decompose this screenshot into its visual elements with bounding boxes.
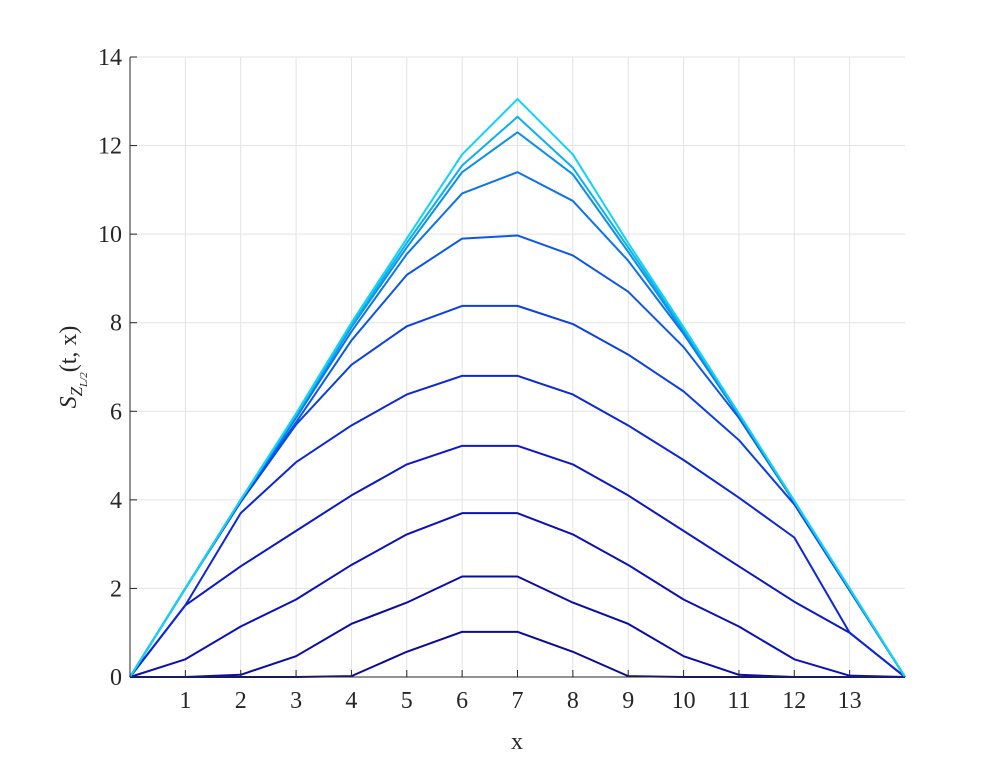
y-label-main: S [56, 396, 82, 408]
grid [130, 56, 905, 678]
x-tick-label: 9 [622, 688, 634, 714]
series-line [129, 512, 906, 678]
series-line [129, 374, 906, 678]
x-tick-label: 8 [567, 688, 579, 714]
lines [129, 98, 906, 678]
y-label-rest: (t, x) [56, 326, 82, 373]
x-tick-label: 10 [672, 688, 696, 714]
series-line [129, 304, 906, 678]
x-tick-label: 13 [838, 688, 862, 714]
series-line [129, 444, 906, 678]
x-tick-label: 11 [727, 688, 750, 714]
y-label-sub: Z [67, 386, 86, 396]
y-tick-label: 6 [110, 399, 122, 425]
x-tick-label: 2 [235, 688, 247, 714]
x-tick-label: 5 [401, 688, 413, 714]
y-tick-label: 4 [110, 488, 122, 514]
x-tick-label: 12 [782, 688, 806, 714]
y-label-subsub: L/2 [78, 372, 90, 388]
x-tick-label: 3 [290, 688, 302, 714]
x-axis-label: x [511, 729, 523, 755]
x-tick-label: 4 [345, 688, 357, 714]
y-tick-label: 10 [98, 222, 122, 248]
x-tick-label: 7 [512, 688, 524, 714]
y-tick-label: 12 [98, 134, 122, 160]
series-line [130, 575, 905, 678]
series-line [129, 98, 906, 678]
y-axis-label: SZL/2(t, x) [56, 326, 90, 409]
x-tick-label: 1 [179, 688, 191, 714]
y-tick-label: 14 [98, 45, 122, 71]
x-tick-label: 6 [456, 688, 468, 714]
y-tick-label: 0 [110, 665, 122, 691]
y-tick-label: 8 [110, 311, 122, 337]
y-tick-label: 2 [110, 576, 122, 602]
